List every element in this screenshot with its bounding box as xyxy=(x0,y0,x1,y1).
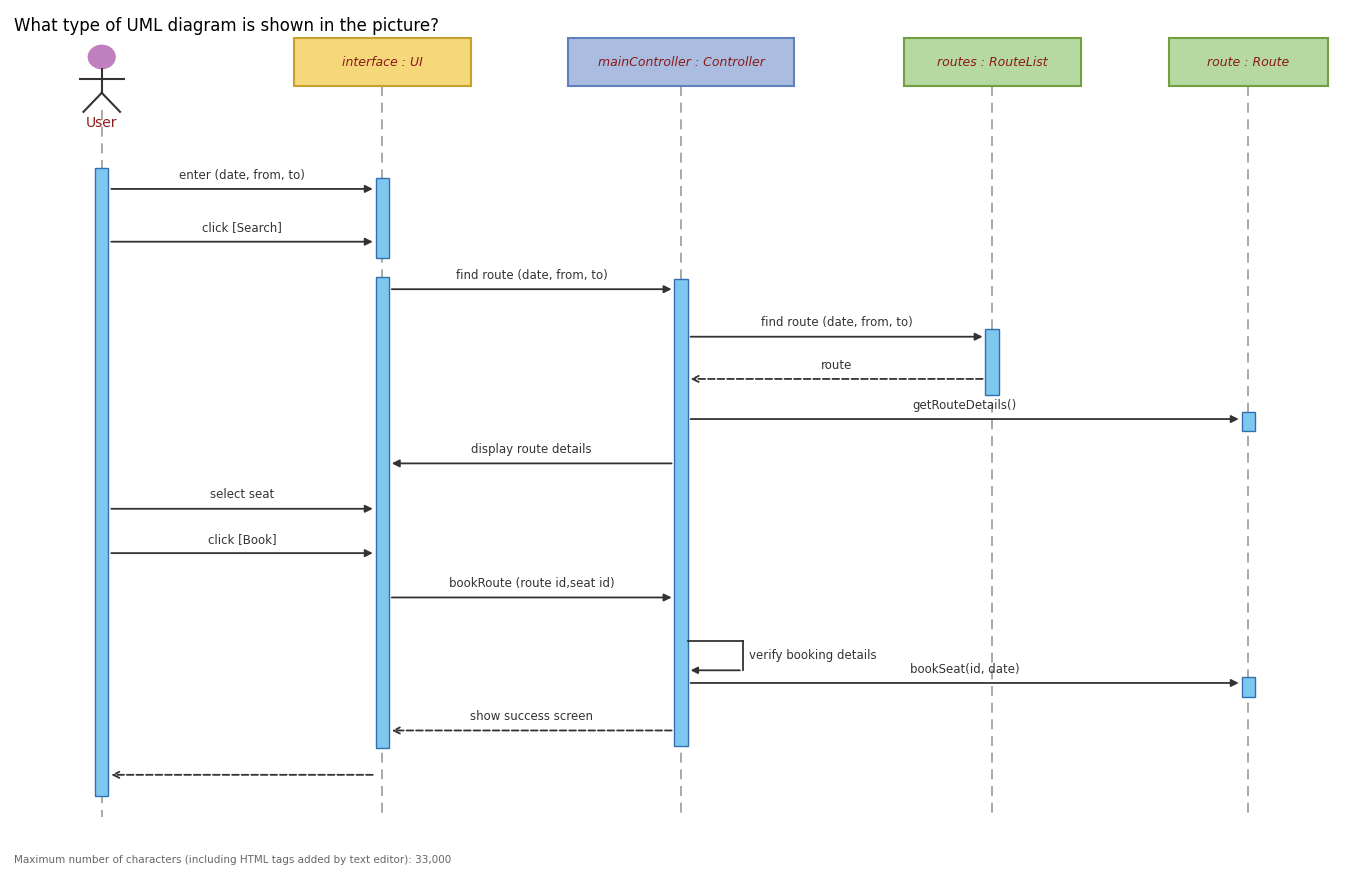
FancyBboxPatch shape xyxy=(1169,38,1327,86)
FancyBboxPatch shape xyxy=(1242,412,1256,431)
FancyBboxPatch shape xyxy=(95,168,108,796)
Text: verify booking details: verify booking details xyxy=(749,649,876,662)
FancyBboxPatch shape xyxy=(375,178,389,258)
Text: routes : RouteList: routes : RouteList xyxy=(937,56,1048,69)
FancyBboxPatch shape xyxy=(986,329,999,395)
Text: click [Search]: click [Search] xyxy=(202,221,282,234)
Text: bookRoute (route id,seat id): bookRoute (route id,seat id) xyxy=(448,577,614,590)
Text: find route (date, from, to): find route (date, from, to) xyxy=(761,316,913,329)
Text: interface : UI: interface : UI xyxy=(342,56,423,69)
FancyBboxPatch shape xyxy=(1242,676,1256,697)
Text: mainController : Controller: mainController : Controller xyxy=(598,56,764,69)
Text: click [Book]: click [Book] xyxy=(208,533,277,545)
FancyBboxPatch shape xyxy=(294,38,471,86)
Text: find route (date, from, to): find route (date, from, to) xyxy=(456,269,608,281)
FancyBboxPatch shape xyxy=(675,279,687,746)
Text: route : Route: route : Route xyxy=(1207,56,1289,69)
FancyBboxPatch shape xyxy=(568,38,794,86)
Text: display route details: display route details xyxy=(471,443,593,456)
Text: show success screen: show success screen xyxy=(470,710,593,723)
FancyBboxPatch shape xyxy=(375,276,389,748)
Text: enter (date, from, to): enter (date, from, to) xyxy=(180,169,305,182)
Circle shape xyxy=(88,45,115,68)
Text: getRouteDetails(): getRouteDetails() xyxy=(913,399,1017,412)
Text: bookSeat(id, date): bookSeat(id, date) xyxy=(910,662,1019,676)
FancyBboxPatch shape xyxy=(903,38,1080,86)
Text: select seat: select seat xyxy=(209,489,274,502)
Text: Maximum number of characters (including HTML tags added by text editor): 33,000: Maximum number of characters (including … xyxy=(14,855,451,864)
Text: What type of UML diagram is shown in the picture?: What type of UML diagram is shown in the… xyxy=(14,17,439,35)
Text: User: User xyxy=(86,116,117,130)
Text: route: route xyxy=(821,358,852,371)
